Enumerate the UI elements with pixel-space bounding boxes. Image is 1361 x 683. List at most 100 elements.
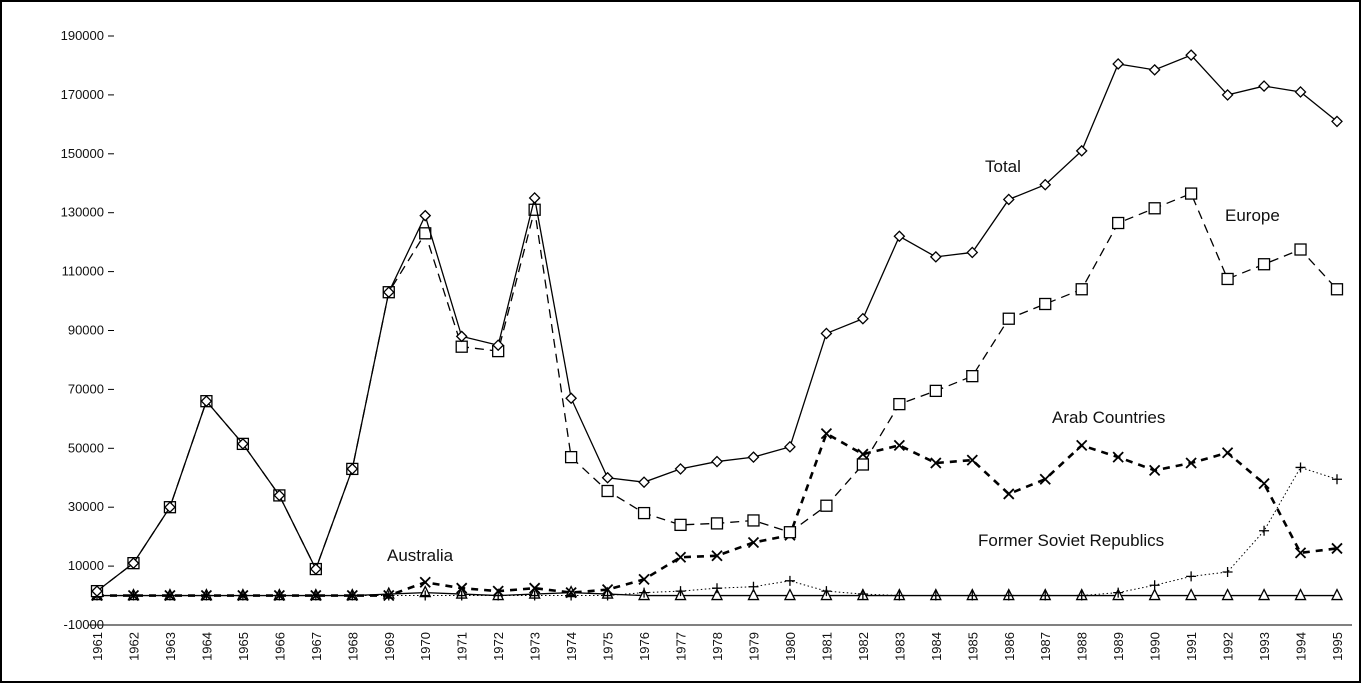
x-tick-label: 1985 (965, 632, 980, 661)
x-tick-label: 1987 (1038, 632, 1053, 661)
point (856, 312, 869, 325)
point (784, 440, 796, 453)
y-tick-label: 170000 (61, 87, 104, 102)
point (857, 589, 868, 600)
x-tick-label: 1972 (491, 632, 506, 661)
point (783, 588, 796, 601)
point (637, 506, 651, 520)
point (1148, 202, 1161, 215)
point (894, 590, 905, 601)
point (821, 586, 832, 597)
point (1330, 283, 1344, 296)
point (1113, 587, 1124, 598)
point (820, 499, 833, 512)
point (528, 192, 541, 204)
series-label: Australia (387, 546, 454, 565)
point (1258, 80, 1270, 92)
x-tick-label: 1967 (309, 632, 324, 661)
point (1185, 457, 1197, 469)
x-tick-label: 1965 (236, 632, 251, 661)
x-tick-label: 1973 (528, 632, 543, 661)
y-tick-label: 90000 (68, 323, 104, 338)
y-tick-label: 10000 (68, 558, 104, 573)
point (1294, 86, 1307, 98)
point (127, 557, 140, 570)
point (1184, 187, 1198, 200)
point (930, 590, 941, 601)
point (492, 585, 504, 597)
point (1185, 49, 1198, 62)
point (382, 286, 395, 299)
point (200, 395, 213, 408)
x-tick-label: 1995 (1330, 632, 1345, 661)
point (273, 589, 285, 602)
point (456, 582, 468, 594)
point (529, 590, 540, 601)
x-tick-label: 1971 (455, 632, 470, 661)
point (164, 589, 176, 602)
point (1002, 193, 1015, 206)
point (747, 451, 760, 464)
point (820, 327, 833, 340)
point (1002, 312, 1015, 325)
point (747, 588, 760, 601)
point (1149, 464, 1161, 477)
y-tick-label: 110000 (62, 264, 104, 279)
x-tick-label: 1976 (637, 632, 652, 661)
y-tick-label: 50000 (68, 440, 104, 455)
x-tick-label: 1963 (163, 632, 178, 661)
point (1331, 115, 1343, 128)
point (675, 586, 686, 597)
point (564, 450, 578, 464)
x-tick-label: 1977 (674, 632, 689, 661)
x-tick-label: 1978 (710, 632, 725, 661)
point (1112, 58, 1125, 70)
point (237, 589, 249, 602)
point (1330, 588, 1344, 601)
x-tick-label: 1994 (1294, 632, 1309, 661)
point (1258, 588, 1271, 601)
x-tick-label: 1989 (1111, 632, 1126, 661)
point (309, 563, 322, 575)
point (529, 582, 541, 594)
point (1148, 63, 1161, 76)
y-tick-label: -10000 (64, 617, 104, 632)
point (1003, 488, 1015, 500)
point (601, 584, 614, 596)
point (1040, 590, 1051, 601)
x-tick-label: 1988 (1075, 632, 1090, 661)
point (711, 455, 723, 468)
point (420, 590, 431, 601)
series-label: Arab Countries (1052, 408, 1165, 427)
point (200, 589, 213, 602)
point (455, 340, 468, 353)
point (857, 448, 869, 460)
series-label: Total (985, 157, 1021, 176)
point (127, 589, 140, 602)
point (748, 581, 759, 592)
point (1003, 590, 1014, 601)
point (346, 589, 358, 602)
point (638, 476, 650, 489)
point (1221, 447, 1234, 459)
y-tick-label: 150000 (61, 146, 104, 161)
point (1075, 283, 1088, 296)
point (565, 392, 578, 405)
point (1221, 272, 1234, 286)
point (784, 575, 795, 586)
x-tick-label: 1982 (856, 632, 871, 661)
point (1332, 474, 1342, 485)
x-tick-label: 1975 (601, 632, 616, 661)
point (783, 526, 797, 539)
point (1112, 216, 1125, 230)
series-label: Europe (1225, 206, 1280, 225)
point (747, 536, 760, 549)
point (1294, 588, 1307, 601)
point (346, 462, 359, 475)
x-tick-label: 1993 (1257, 632, 1272, 661)
point (893, 397, 906, 411)
point (710, 517, 724, 530)
point (1222, 566, 1233, 577)
